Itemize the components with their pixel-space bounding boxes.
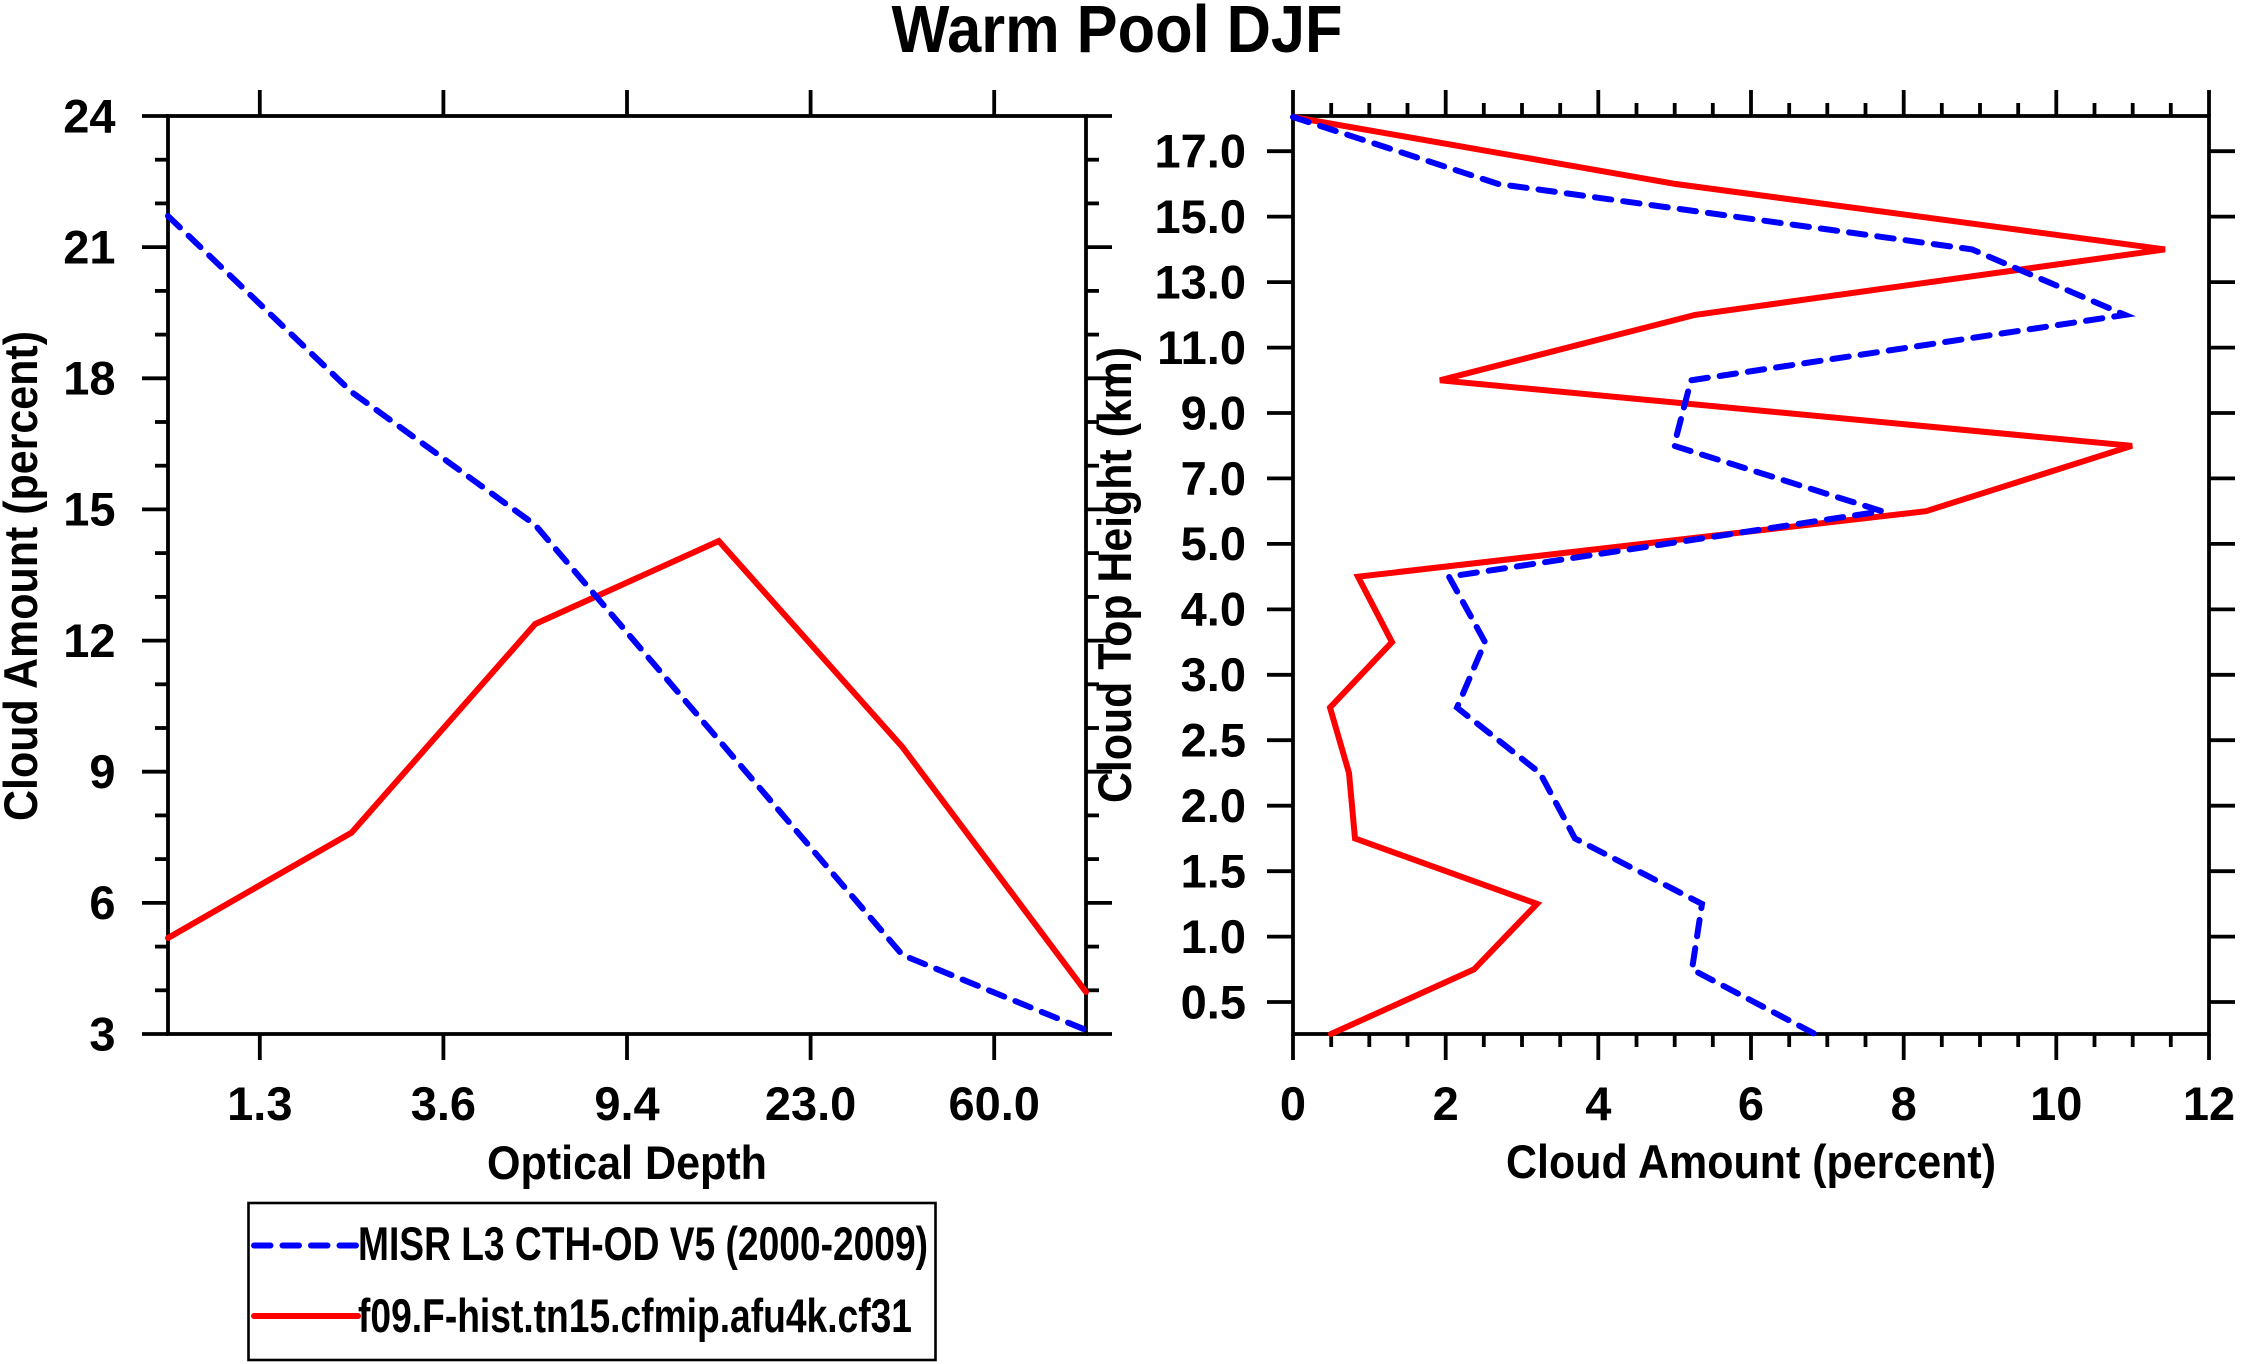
svg-text:8: 8 — [1891, 1077, 1917, 1130]
svg-text:6: 6 — [1738, 1077, 1764, 1130]
svg-text:1.0: 1.0 — [1181, 910, 1246, 963]
svg-text:60.0: 60.0 — [948, 1077, 1039, 1130]
svg-text:5.0: 5.0 — [1181, 517, 1246, 570]
svg-text:Cloud Top Height (km): Cloud Top Height (km) — [1088, 347, 1141, 803]
svg-text:2.5: 2.5 — [1181, 714, 1246, 767]
svg-text:Warm Pool DJF: Warm Pool DJF — [892, 0, 1343, 67]
svg-text:Optical Depth: Optical Depth — [487, 1136, 767, 1189]
svg-text:1.5: 1.5 — [1181, 845, 1246, 898]
svg-text:4.0: 4.0 — [1181, 583, 1246, 636]
svg-text:18: 18 — [63, 352, 115, 405]
svg-text:7.0: 7.0 — [1181, 452, 1246, 505]
svg-text:1.3: 1.3 — [227, 1077, 292, 1130]
svg-text:23.0: 23.0 — [765, 1077, 856, 1130]
svg-text:2.0: 2.0 — [1181, 779, 1246, 832]
svg-text:3.6: 3.6 — [411, 1077, 476, 1130]
svg-text:3: 3 — [89, 1007, 115, 1060]
svg-text:6: 6 — [89, 876, 115, 929]
svg-text:11.0: 11.0 — [1157, 321, 1246, 374]
svg-text:9.4: 9.4 — [594, 1077, 659, 1130]
svg-text:21: 21 — [63, 220, 115, 273]
svg-text:2: 2 — [1433, 1077, 1459, 1130]
svg-text:Cloud Amount (percent): Cloud Amount (percent) — [0, 331, 47, 821]
svg-text:4: 4 — [1585, 1077, 1611, 1130]
svg-text:MISR L3 CTH-OD V5 (2000-2009): MISR L3 CTH-OD V5 (2000-2009) — [358, 1217, 928, 1270]
svg-text:13.0: 13.0 — [1155, 255, 1246, 308]
svg-text:0: 0 — [1280, 1077, 1306, 1130]
svg-text:10: 10 — [2030, 1077, 2082, 1130]
svg-text:15.0: 15.0 — [1155, 190, 1246, 243]
svg-text:24: 24 — [63, 89, 115, 142]
svg-text:15: 15 — [63, 483, 115, 536]
svg-text:0.5: 0.5 — [1181, 975, 1246, 1028]
svg-text:9.0: 9.0 — [1181, 386, 1246, 439]
svg-text:Cloud Amount (percent): Cloud Amount (percent) — [1506, 1135, 1996, 1188]
svg-text:3.0: 3.0 — [1181, 648, 1246, 701]
svg-text:12: 12 — [2183, 1077, 2235, 1130]
svg-text:12: 12 — [63, 614, 115, 667]
svg-text:17.0: 17.0 — [1155, 125, 1246, 178]
svg-text:f09.F-hist.tn15.cfmip.afu4k.cf: f09.F-hist.tn15.cfmip.afu4k.cf31 — [358, 1289, 912, 1342]
svg-text:9: 9 — [89, 745, 115, 798]
